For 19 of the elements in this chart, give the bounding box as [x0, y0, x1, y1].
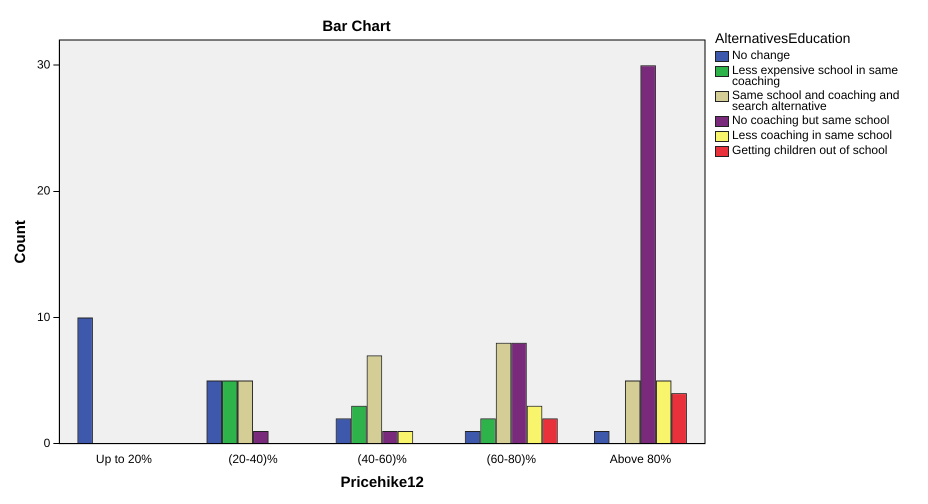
x-tick-label: Above 80%: [610, 452, 672, 466]
x-axis-title: Pricehike12: [340, 474, 424, 492]
chart-title: Bar Chart: [322, 18, 391, 36]
legend-label: Less coaching in same school: [732, 128, 892, 142]
legend-title: AlternativesEducation: [715, 30, 852, 46]
x-tick-label: (40-60)%: [357, 452, 408, 466]
legend-label: No coaching but same school: [732, 113, 890, 127]
x-tick-label: Up to 20%: [96, 452, 152, 466]
legend-label: No change: [732, 48, 790, 62]
legend-label: Less expensive school in same coaching: [732, 63, 900, 88]
legend-label: Getting children out of school: [732, 143, 888, 157]
x-tick-label: (20-40)%: [228, 452, 278, 466]
y-tick-label: 20: [36, 184, 51, 198]
y-tick-label: 10: [36, 310, 51, 324]
y-tick-label: 0: [44, 436, 51, 450]
legend-label: Same school and coaching and search alternative: [732, 88, 900, 113]
x-tick-label: (60-80)%: [486, 452, 536, 466]
y-axis-title: Count: [12, 220, 30, 264]
y-tick-label: 30: [36, 58, 51, 72]
